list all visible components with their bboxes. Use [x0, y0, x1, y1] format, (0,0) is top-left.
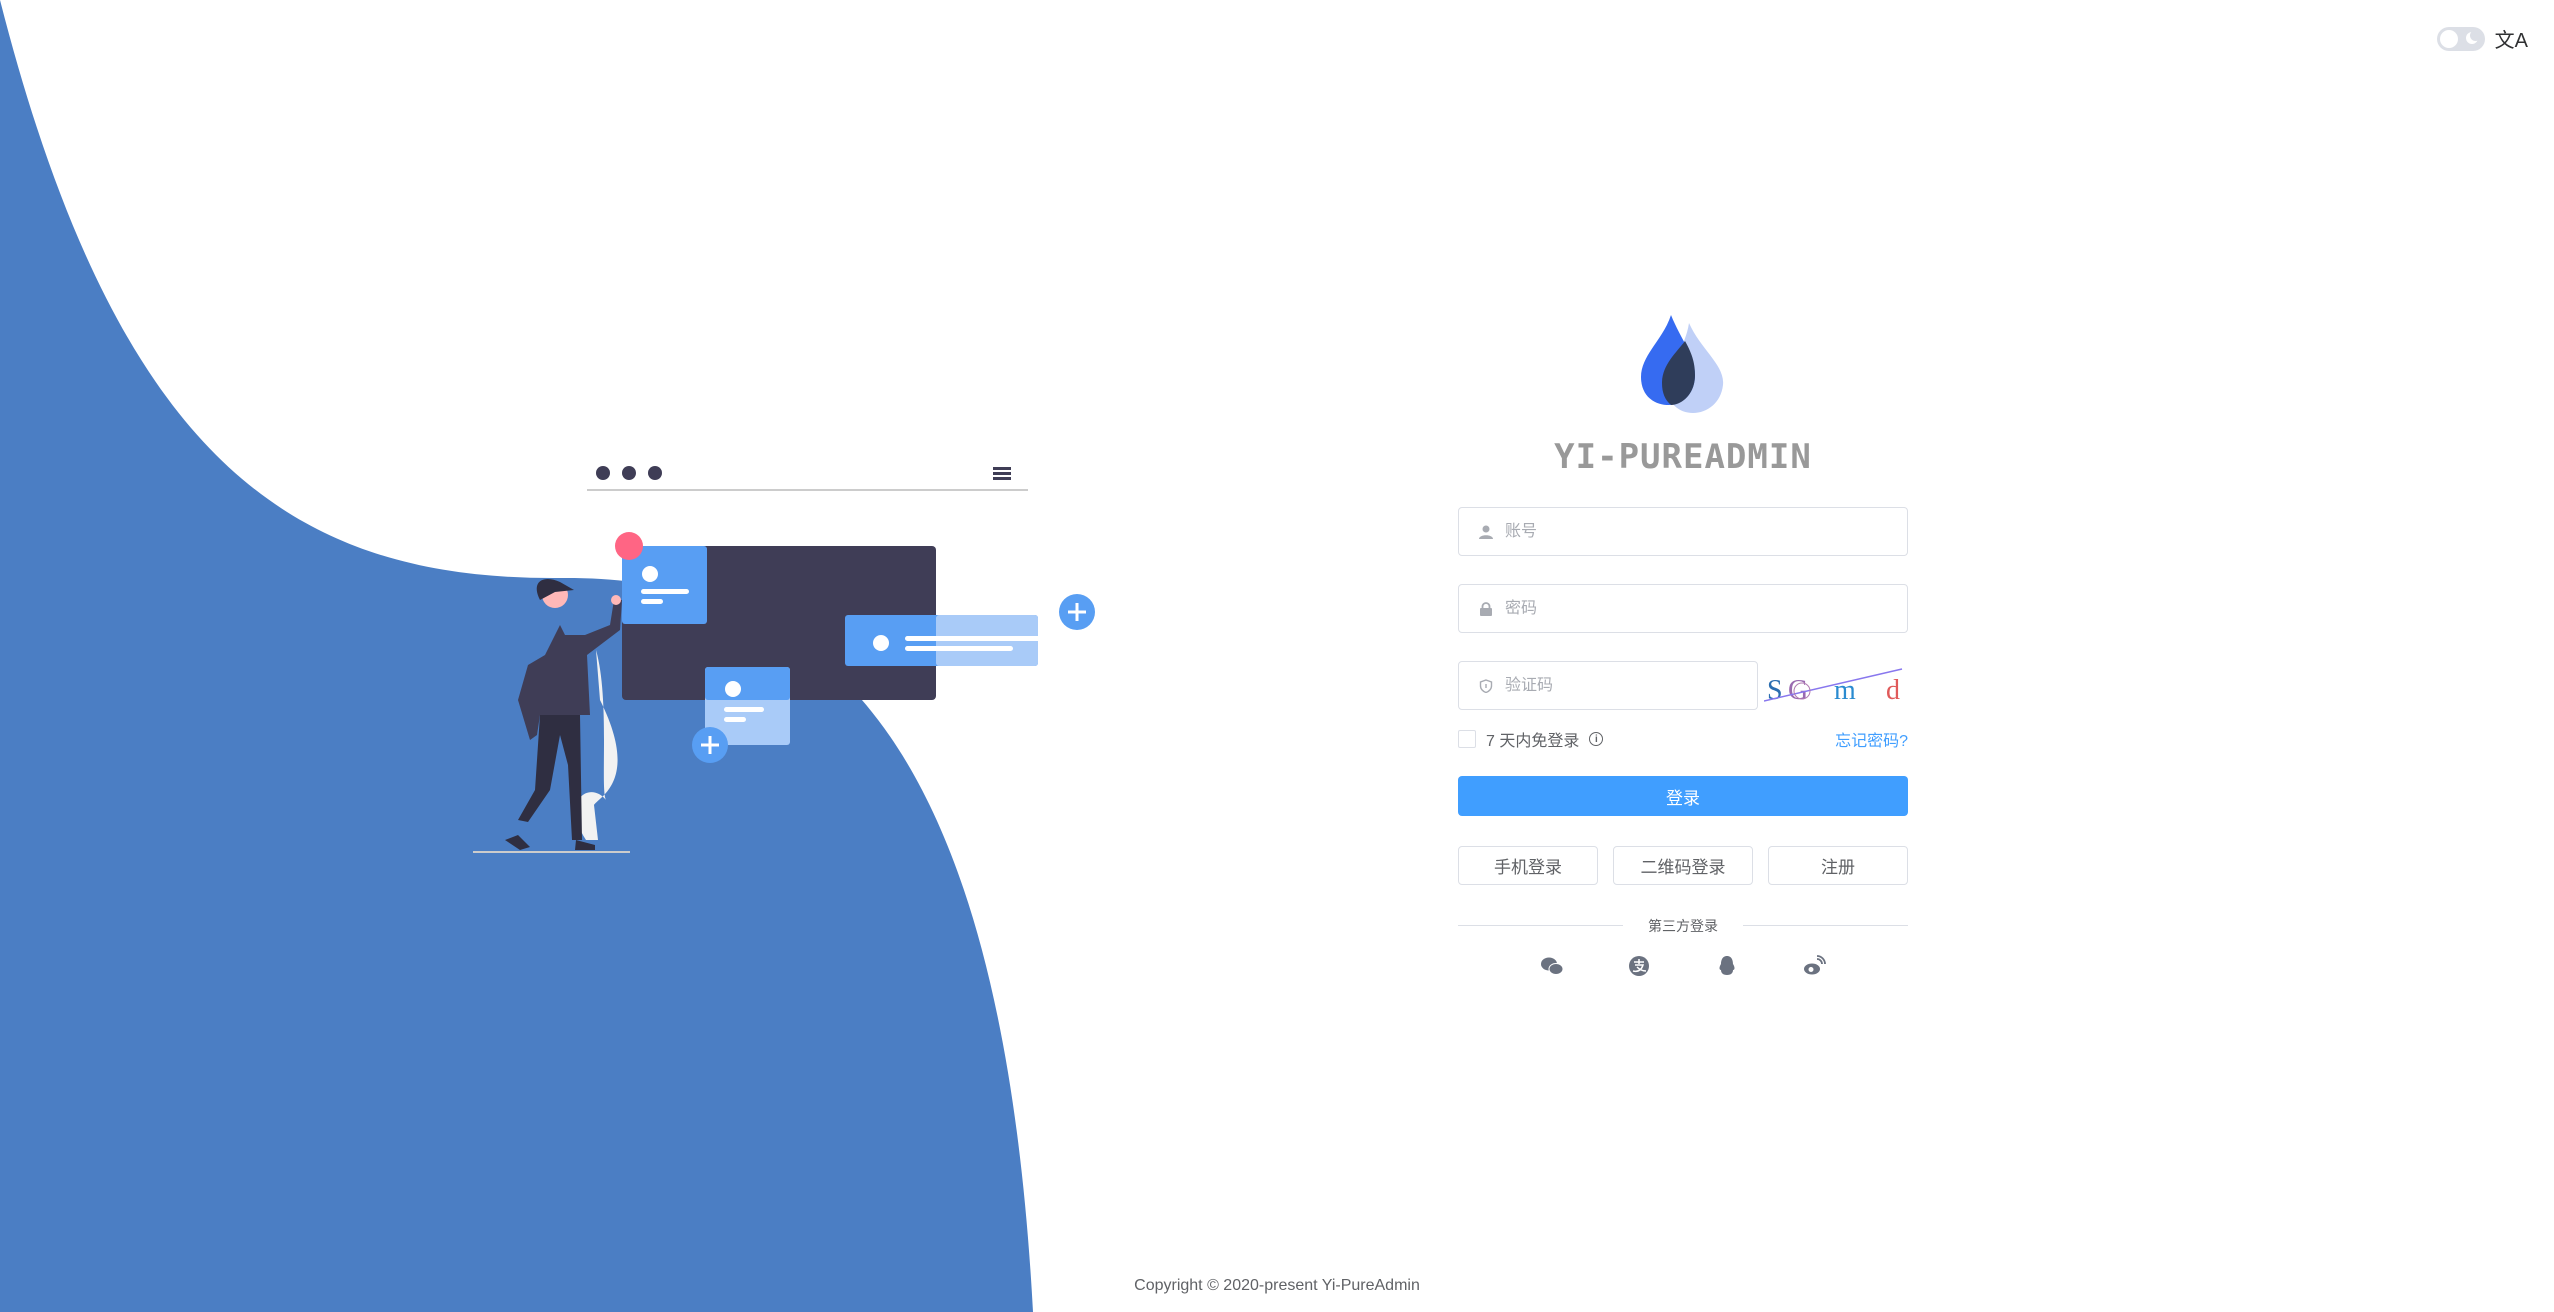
app-title: YI-PUREADMIN — [1554, 437, 1812, 477]
background-wave — [0, 0, 1033, 1312]
username-field[interactable] — [1458, 507, 1908, 556]
alt-login-buttons: 手机登录 二维码登录 注册 — [1458, 846, 1908, 885]
logo-icon — [1641, 315, 1724, 413]
alipay-icon[interactable] — [1627, 954, 1651, 978]
moon-icon — [2465, 29, 2481, 44]
captcha-char: S — [1767, 675, 1783, 706]
captcha-row: S G m d — [1458, 661, 1908, 710]
shield-icon — [1479, 678, 1493, 693]
captcha-input[interactable] — [1503, 675, 1757, 696]
password-input[interactable] — [1503, 598, 1907, 619]
remember-me-checkbox[interactable]: 7 天内免登录 i — [1458, 727, 1604, 751]
captcha-image[interactable]: S G m d — [1763, 661, 1906, 710]
third-party-label: 第三方登录 — [1623, 916, 1743, 936]
user-icon — [1479, 525, 1493, 539]
login-button[interactable]: 登录 — [1458, 776, 1908, 816]
wechat-icon[interactable] — [1540, 954, 1564, 978]
top-right-toolbar: 文A — [2436, 24, 2528, 53]
captcha-char: G — [1788, 675, 1808, 706]
phone-login-button[interactable]: 手机登录 — [1458, 846, 1598, 885]
captcha-char: m — [1834, 675, 1856, 706]
options-row: 7 天内免登录 i 忘记密码? — [1458, 727, 1908, 751]
checkbox[interactable] — [1458, 730, 1476, 748]
captcha-char: d — [1886, 675, 1900, 706]
dark-mode-toggle[interactable] — [2436, 26, 2485, 51]
illustration — [473, 466, 1095, 853]
third-party-icons — [1458, 954, 1908, 978]
toggle-knob — [2439, 29, 2458, 48]
copyright-footer: Copyright © 2020-present Yi-PureAdmin — [1134, 1277, 1420, 1294]
password-field[interactable] — [1458, 584, 1908, 633]
login-form: YI-PUREADMIN S G m d 7 天内免登录 i — [1458, 315, 1908, 978]
username-input[interactable] — [1503, 521, 1907, 542]
qq-icon[interactable] — [1715, 954, 1739, 978]
qrcode-login-button[interactable]: 二维码登录 — [1613, 846, 1753, 885]
register-button[interactable]: 注册 — [1768, 846, 1908, 885]
lock-icon — [1479, 601, 1493, 616]
forgot-password-link[interactable]: 忘记密码? — [1835, 733, 1908, 750]
info-icon[interactable]: i — [1589, 732, 1604, 746]
translate-icon[interactable]: 文A — [2494, 30, 2528, 52]
remember-label: 7 天内免登录 — [1486, 733, 1580, 750]
third-party-divider: 第三方登录 — [1458, 916, 1908, 936]
weibo-icon[interactable] — [1802, 954, 1827, 978]
captcha-field[interactable] — [1458, 661, 1758, 710]
